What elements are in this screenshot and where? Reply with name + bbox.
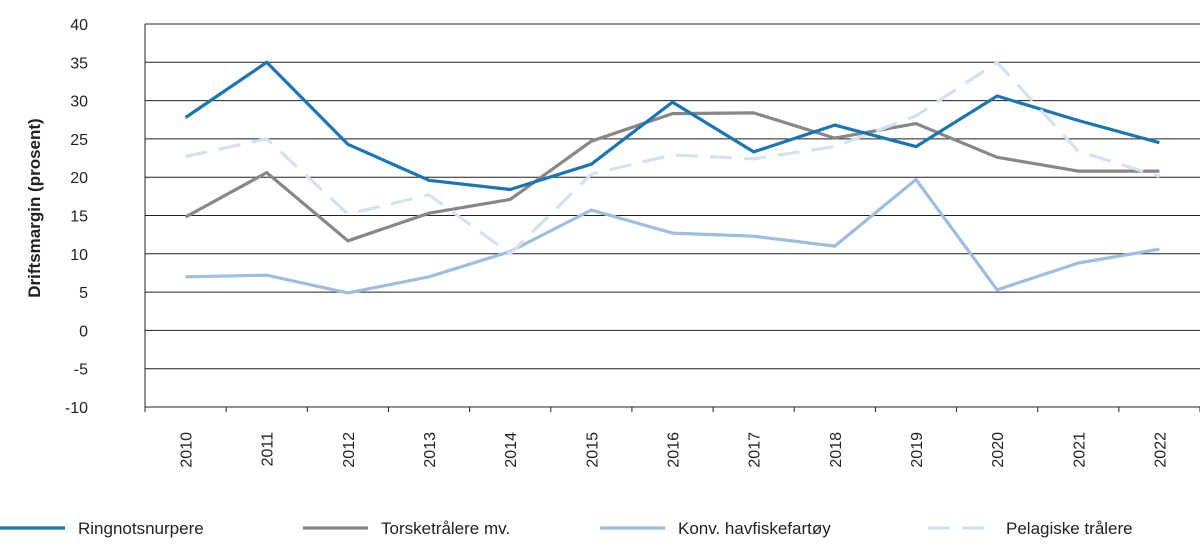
y-axis-label: Driftsmargin (prosent) — [25, 118, 44, 297]
legend-label-3: Pelagiske trålere — [1006, 519, 1133, 538]
y-tick-label: 20 — [70, 170, 88, 187]
series-line-1 — [184, 111, 1160, 243]
legend-label-1: Torsketrålere mv. — [381, 519, 510, 538]
series-line-3 — [185, 60, 1160, 256]
y-tick-label: 15 — [70, 209, 88, 226]
x-tick-label: 2018 — [828, 432, 845, 468]
y-tick-label: -5 — [74, 362, 88, 379]
y-tick-label: 30 — [70, 94, 88, 111]
legend-label-0: Ringnotsnurpere — [78, 519, 204, 538]
y-tick-label: 5 — [79, 285, 88, 302]
x-tick-label: 2015 — [584, 432, 601, 468]
x-tick-label: 2011 — [260, 432, 277, 467]
series-line-0 — [184, 60, 1160, 192]
grid-lines — [145, 23, 1200, 408]
x-tick-label: 2012 — [341, 432, 358, 468]
x-tick-label: 2017 — [747, 432, 764, 468]
y-tick-label: 10 — [70, 247, 88, 264]
y-tick-label: -10 — [65, 400, 88, 417]
legend-label-2: Konv. havfiskefartøy — [678, 519, 831, 538]
y-tick-label: 25 — [70, 132, 88, 149]
x-tick-label: 2010 — [179, 432, 196, 468]
y-tick-label: 35 — [70, 55, 88, 72]
x-tick-labels: 2010 2011 2012 2013 2014 2015 2016 2017 2018 2019… — [179, 432, 1170, 468]
x-tick-label: 2021 — [1071, 432, 1088, 468]
legend: Ringnotsnurpere Torsketrålere mv. Konv. ha… — [0, 519, 1133, 538]
x-tick-label: 2020 — [990, 432, 1007, 468]
series-line-2 — [185, 177, 1160, 295]
y-tick-labels: 40 35 30 25 20 15 10 5 0 -5 -10 — [65, 17, 88, 417]
x-tick-label: 2016 — [666, 432, 683, 468]
x-tick-label: 2013 — [422, 432, 439, 468]
y-tick-label: 40 — [70, 17, 88, 34]
y-tick-label: 0 — [79, 323, 88, 340]
x-tick-label: 2022 — [1152, 432, 1169, 468]
x-tick-label: 2019 — [909, 432, 926, 468]
axes — [144, 24, 1200, 412]
series-lines — [184, 60, 1160, 295]
x-tick-label: 2014 — [503, 432, 520, 468]
